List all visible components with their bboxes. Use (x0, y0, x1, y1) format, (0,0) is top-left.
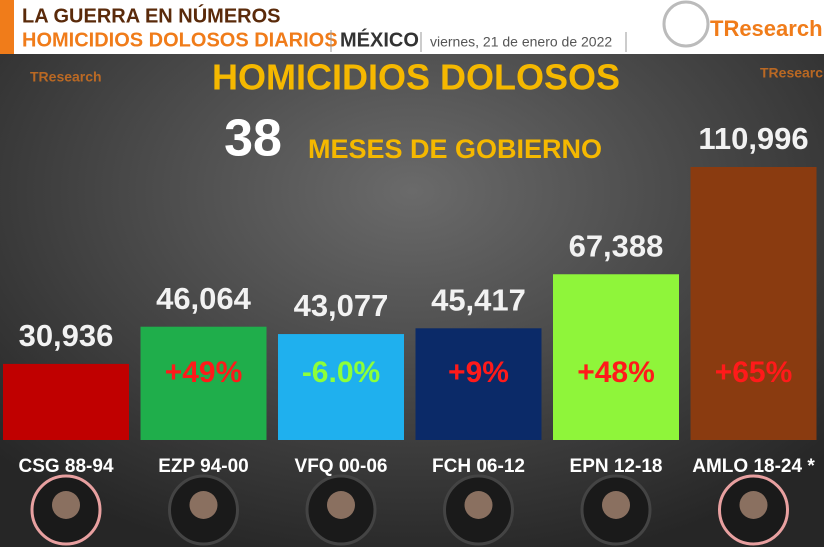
value-label: 30,936 (19, 318, 114, 353)
portrait-face (52, 491, 80, 519)
category-label: AMLO 18-24 * (692, 456, 815, 477)
category-label: EPN 12-18 (570, 456, 663, 477)
bar (3, 363, 129, 440)
bar (553, 274, 679, 440)
months-number: 38 (224, 110, 282, 168)
bar (415, 328, 542, 440)
kicker: LA GUERRA EN NÚMEROS (22, 3, 281, 27)
portrait-face (602, 491, 630, 519)
change-label: +48% (577, 356, 655, 389)
date: viernes, 21 de enero de 2022 (430, 34, 612, 50)
value-label: 45,417 (431, 282, 526, 317)
portrait-face (464, 491, 493, 519)
portrait-face (327, 491, 355, 519)
portrait-face (739, 491, 768, 519)
bar (140, 326, 267, 440)
category-label: VFQ 00-06 (295, 456, 388, 477)
header-stripe (0, 0, 14, 54)
watermark: TResearch (30, 69, 102, 85)
portrait-face (189, 491, 218, 519)
subtitle: MESES DE GOBIERNO (308, 134, 602, 164)
bar (690, 167, 817, 440)
country: MÉXICO (340, 28, 419, 51)
chart-title: HOMICIDIOS DOLOSOS (212, 57, 620, 98)
change-label: +65% (715, 356, 793, 389)
category-label: FCH 06-12 (432, 456, 525, 477)
value-label: 46,064 (156, 281, 252, 316)
brand: TResearch (710, 16, 823, 41)
category-label: CSG 88-94 (18, 456, 113, 477)
value-label: 110,996 (698, 121, 808, 156)
value-label: 67,388 (569, 228, 664, 263)
category-label: EZP 94-00 (158, 456, 248, 477)
section: HOMICIDIOS DOLOSOS DIARIOS (22, 29, 338, 51)
change-label: +9% (448, 356, 509, 389)
change-label: -6.0% (302, 356, 380, 389)
value-label: 43,077 (294, 288, 389, 323)
bar (278, 334, 404, 440)
logo-mark (662, 0, 710, 48)
change-label: +49% (165, 356, 243, 389)
watermark: TResearch (760, 65, 824, 81)
